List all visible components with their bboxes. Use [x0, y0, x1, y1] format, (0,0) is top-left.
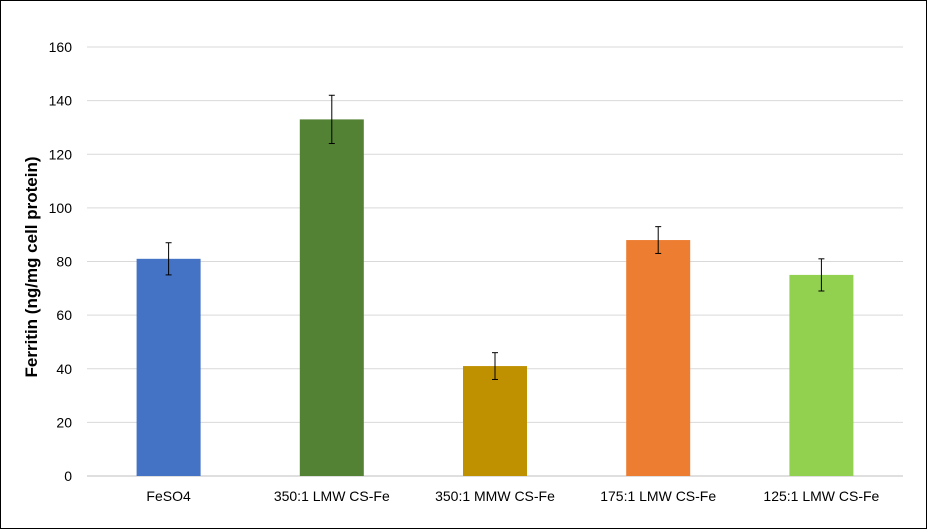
- x-tick-label: FeSO4: [146, 488, 191, 504]
- x-tick-label: 350:1 MMW CS-Fe: [435, 488, 555, 504]
- y-axis-tick-labels: 0 20 40 60 80 100 120 140 160: [49, 39, 73, 484]
- error-bar-1: [165, 242, 172, 276]
- y-tick-label: 80: [56, 254, 72, 270]
- error-bar-3: [492, 352, 498, 380]
- error-bar-4: [655, 226, 662, 254]
- bar-3: [463, 366, 527, 476]
- bar-5: [789, 274, 854, 476]
- gridlines: [87, 46, 903, 477]
- bar-1: [136, 258, 201, 476]
- y-tick-label: 20: [56, 414, 72, 430]
- y-tick-label: 120: [49, 146, 73, 162]
- bar-4: [626, 240, 691, 476]
- y-tick-label: 140: [49, 93, 73, 109]
- y-tick-label: 40: [56, 361, 72, 377]
- error-bars: [165, 94, 825, 380]
- error-bar-5: [818, 258, 825, 292]
- y-axis-label: Ferritin (ng/mg cell protein): [22, 156, 41, 377]
- x-tick-label: 125:1 LMW CS-Fe: [763, 488, 879, 504]
- y-tick-label: 0: [64, 468, 72, 484]
- y-tick-label: 60: [56, 307, 72, 323]
- y-tick-label: 100: [49, 200, 73, 216]
- bars: [136, 119, 854, 477]
- x-axis-tick-labels: FeSO4 350:1 LMW CS-Fe 350:1 MMW CS-Fe 175:1…: [146, 488, 879, 504]
- x-tick-label: 350:1 LMW CS-Fe: [274, 488, 390, 504]
- x-tick-label: 175:1 LMW CS-Fe: [600, 488, 716, 504]
- y-tick-label: 160: [49, 39, 73, 55]
- error-bar-2: [328, 94, 335, 145]
- bar-2: [299, 119, 364, 477]
